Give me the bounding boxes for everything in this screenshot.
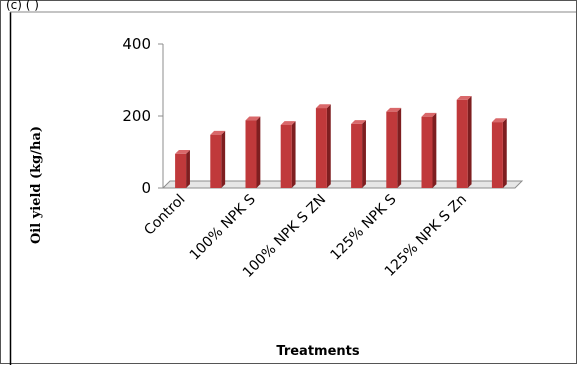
- bar: [245, 116, 261, 188]
- bar-front: [491, 122, 503, 188]
- bar-front: [315, 108, 327, 188]
- bar: [421, 112, 437, 188]
- bar-top: [421, 112, 437, 117]
- bar: [386, 107, 402, 188]
- header-fragment: (c) ( ): [6, 0, 39, 12]
- bar-side: [291, 121, 296, 188]
- y-axis-label: Oil yield (kg/ha): [29, 126, 44, 244]
- bar-side: [256, 116, 261, 188]
- bar-top: [351, 120, 366, 124]
- bar-side: [326, 104, 331, 188]
- category-label: 125% NPK S: [328, 191, 400, 263]
- bar-front: [386, 111, 398, 188]
- bar: [351, 120, 366, 188]
- bar-side: [362, 120, 366, 188]
- y-tick-label: 200: [122, 107, 151, 125]
- bar-front: [456, 99, 468, 188]
- bar-front: [175, 153, 187, 188]
- y-tick-label: 0: [141, 179, 151, 197]
- bar-front: [351, 123, 363, 188]
- bar-front: [210, 134, 222, 188]
- bar-side: [397, 107, 402, 188]
- bar-side: [502, 118, 507, 188]
- y-tick-labels: 0 200 400: [122, 35, 151, 197]
- x-axis-label: Treatments: [276, 344, 359, 359]
- bar: [210, 130, 226, 188]
- bar-top: [315, 104, 331, 109]
- bar: [456, 95, 472, 188]
- y-tick-label: 400: [122, 35, 151, 53]
- bar: [315, 104, 331, 188]
- bar: [491, 118, 507, 188]
- bar-side: [221, 130, 226, 188]
- bar-top: [491, 118, 507, 123]
- bar-top: [175, 149, 190, 154]
- category-label: Control: [141, 192, 188, 239]
- bar-front: [245, 120, 257, 188]
- bar-front: [280, 125, 292, 188]
- bar-front: [421, 116, 433, 188]
- bar: [175, 149, 190, 188]
- bar-top: [280, 121, 296, 125]
- bar-side: [432, 112, 437, 188]
- bars: [175, 95, 507, 188]
- bar-top: [456, 95, 472, 100]
- bar-top: [210, 130, 226, 135]
- bar-side: [186, 149, 190, 188]
- bar: [280, 121, 296, 188]
- bar-top: [245, 116, 261, 121]
- bar-side: [467, 95, 472, 188]
- bar-top: [386, 107, 402, 112]
- category-label: 100% NPK S: [187, 191, 259, 263]
